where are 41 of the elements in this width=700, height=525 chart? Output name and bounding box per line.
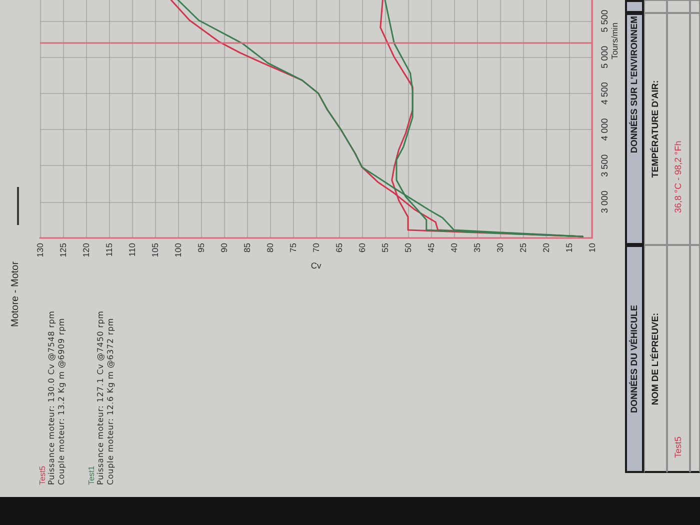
x-tick-label: 40 [449,242,459,252]
x-tick-label: 70 [311,242,321,252]
x-tick-label: 90 [219,242,229,252]
x-tick-label: 10 [587,242,597,252]
y-tick-label: 3 500 [600,154,610,177]
x-tick-label: 85 [242,242,252,252]
y-axis-title: Tours/min [610,22,620,60]
x-tick-label: 80 [265,242,275,252]
x-tick-label: 100 [173,242,183,258]
x-tick-label: 35 [472,242,482,252]
text: Test1 [86,466,96,485]
y-tick-label: 4 500 [600,82,610,105]
text: Puissance moteur: 130.0 Cv @7548 rpm [47,310,56,485]
x-tick-label: 25 [518,242,528,252]
x-tick-label: 105 [150,242,160,258]
x-tick-label: 75 [288,242,298,252]
x-axis-title: Cv [310,260,322,271]
x-tick-label: 115 [104,242,114,257]
x-tick-label: 110 [127,242,137,257]
x-tick-label: 125 [58,242,68,258]
y-tick-label: 3 000 [600,190,610,214]
text: Test5 [38,466,47,485]
y-tick-label: 4 000 [600,118,610,141]
info-table: DONNÉES DU VÉHICULE DONNÉES SUR L'ENVIRONNEM NOM DE L'ÉPREUVE: TEMPÉRATURE D'AIR: Test5 36,8 °C - 98,2 °Fh [625,0,700,473]
text: Puissance moteur: 127.1 Cv @7450 rpm [96,310,106,485]
text: Couple moteur: 12.6 Kg m @6372 rpm [106,318,115,485]
text: Motore - Motor [10,261,22,327]
y-tick-label: 5 500 [600,10,610,32]
x-tick-label: 65 [334,242,344,252]
x-tick-label: 130 [35,242,45,258]
x-tick-label: 45 [426,242,436,252]
x-tick-label: 30 [495,242,505,252]
x-tick-label: 120 [81,242,91,258]
x-tick-label: 50 [403,242,413,252]
text: Couple moteur: 13.2 Kg m @6909 rpm [56,318,66,485]
x-tick-label: 55 [380,242,390,252]
x-tick-label: 15 [564,242,574,252]
x-tick-label: 60 [357,242,367,252]
x-tick-label: 95 [196,242,206,252]
x-tick-label: 20 [541,242,551,252]
y-tick-label: 5 000 [600,46,610,68]
